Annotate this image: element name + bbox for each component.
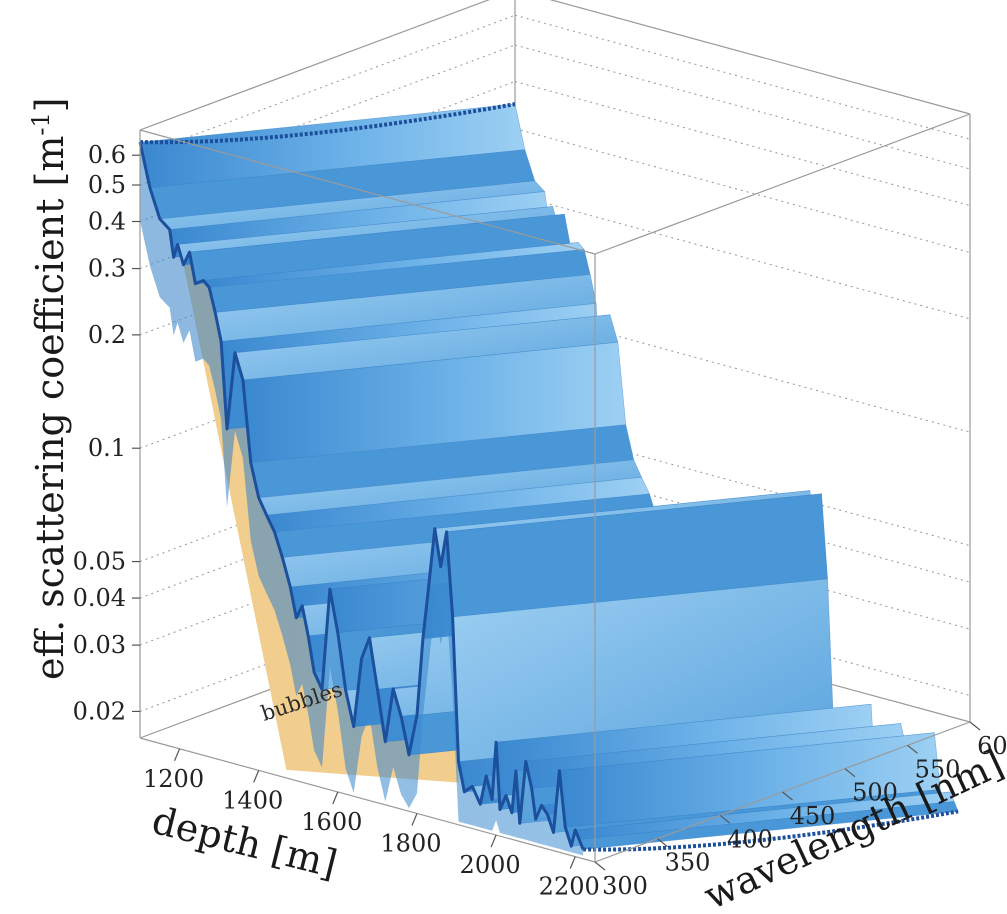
wavelength-tick-mark (969, 721, 981, 731)
front-wall (140, 142, 584, 856)
z-axis-title: eff. scattering coefficient [m-1] (27, 97, 72, 680)
depth-tick-label: 1600 (301, 808, 362, 836)
wavelength-tick-label: 300 (602, 872, 648, 900)
wavelength-tick-label: 600 (977, 732, 1007, 760)
z-tick-label: 0.6 (88, 141, 126, 169)
depth-tick-mark (411, 813, 418, 826)
z-gridline-side (139, 504, 516, 646)
depth-tick-mark (253, 770, 260, 783)
z-gridline (514, 44, 971, 170)
wavelength-tick-label: 400 (727, 825, 773, 853)
wavelength-tick-label: 550 (915, 755, 961, 783)
z-axis-title-close: ] (28, 97, 72, 112)
depth-tick-mark (332, 791, 339, 805)
z-tick-label: 0.05 (73, 548, 126, 576)
wavelength-tick-mark (844, 768, 856, 778)
z-axis-title-main: eff. scattering coefficient [m (28, 136, 72, 680)
z-gridline-side (139, 570, 516, 712)
z-gridline-side (139, 421, 516, 563)
z-gridline-side (139, 307, 516, 449)
depth-tick-mark (174, 748, 181, 762)
depth-tick-label: 2200 (539, 873, 600, 901)
depth-tick-label: 1200 (143, 765, 204, 793)
box-back-edge (139, 0, 490, 131)
z-gridline (514, 194, 971, 320)
wavelength-tick-label: 500 (852, 779, 898, 807)
box-front-edge (139, 737, 596, 863)
z-gridline (514, 80, 971, 207)
wavelength-tick-mark (907, 744, 918, 754)
axis-ticks: 0.60.5 0.4 0.3 0.2 0.1 0.05 0.04 0.03 0.02 1200 14… (73, 141, 1007, 900)
box-front-edge (594, 113, 971, 255)
z-axis-title-superscript: -1 (27, 112, 55, 135)
wavelength-tick-mark (594, 861, 606, 871)
z-gridline (514, 14, 971, 140)
z-tick-label: 0.5 (88, 171, 126, 199)
wavelength-tick-label: 350 (665, 849, 711, 877)
z-tick-label: 0.3 (88, 255, 126, 283)
z-gridline-side (139, 14, 516, 156)
depth-tick-label: 1400 (222, 786, 283, 814)
z-tick-label: 0.02 (73, 697, 126, 725)
wavelength-tick-mark (782, 791, 793, 801)
z-tick-label: 0.4 (88, 208, 126, 236)
box-back-edge (549, 0, 971, 115)
z-gridline (514, 128, 971, 254)
z-tick-label: 0.1 (88, 434, 126, 462)
wavelength-tick-mark (719, 814, 731, 824)
depth-tick-label: 2000 (460, 851, 521, 879)
wavelength-tick-mark (657, 838, 668, 848)
edge-dotted-deep (583, 809, 959, 852)
z-tick-label: 0.03 (73, 631, 126, 659)
wavelength-tick-label: 450 (790, 802, 836, 830)
z-gridline-side (139, 457, 516, 599)
z-tick-label: 0.04 (73, 584, 126, 612)
depth-tick-mark (490, 834, 497, 848)
edge-dotted-shallow (139, 102, 516, 145)
profile-line-300nm (138, 141, 585, 850)
box-front-edge (139, 129, 596, 255)
z-tick-label: 0.2 (88, 321, 126, 349)
scattering-surface (138, 102, 959, 856)
depth-tick-mark (569, 856, 576, 869)
depth-tick-label: 1800 (380, 829, 441, 857)
